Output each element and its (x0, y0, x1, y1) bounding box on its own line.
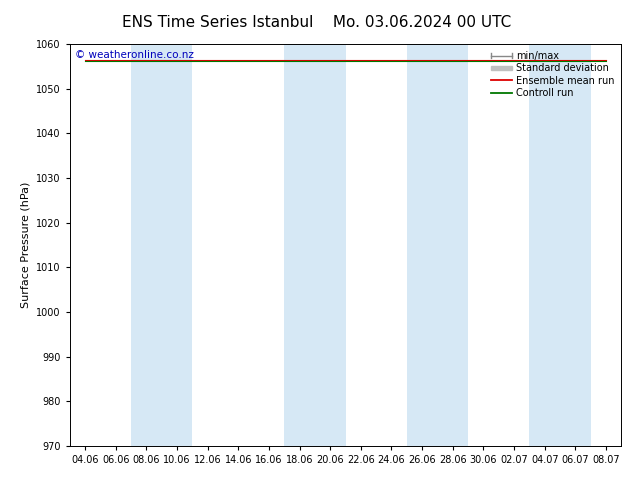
Bar (407, 44, 437, 446)
Bar (560, 44, 591, 446)
Text: ENS Time Series Istanbul    Mo. 03.06.2024 00 UTC: ENS Time Series Istanbul Mo. 03.06.2024 … (122, 15, 512, 30)
Bar (529, 44, 560, 446)
Bar (131, 44, 162, 446)
Bar (162, 44, 192, 446)
Legend: min/max, Standard deviation, Ensemble mean run, Controll run: min/max, Standard deviation, Ensemble me… (487, 47, 618, 102)
Bar (284, 44, 315, 446)
Bar (437, 44, 468, 446)
Y-axis label: Surface Pressure (hPa): Surface Pressure (hPa) (20, 182, 30, 308)
Bar (315, 44, 346, 446)
Text: © weatheronline.co.nz: © weatheronline.co.nz (75, 50, 194, 60)
